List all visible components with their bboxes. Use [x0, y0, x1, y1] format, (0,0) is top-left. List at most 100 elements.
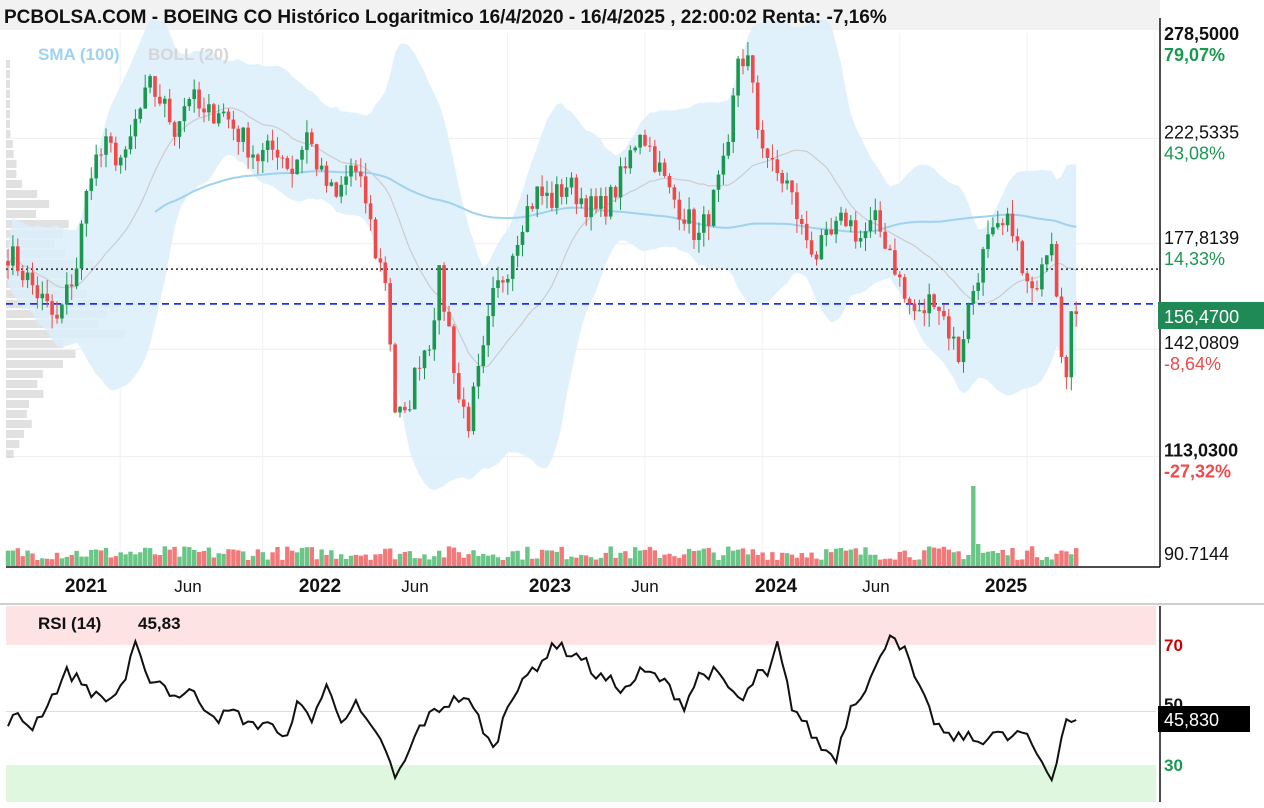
x-tick-label: Jun — [401, 577, 428, 596]
candle-body — [643, 134, 647, 146]
volume-bar — [143, 547, 148, 566]
volume-bar — [123, 554, 128, 566]
volume-bar — [69, 554, 74, 566]
x-tick-label: Jun — [174, 577, 201, 596]
candle-body — [917, 310, 922, 312]
volume-bar — [584, 555, 589, 566]
volume-bar — [525, 546, 530, 566]
candle-body — [153, 76, 157, 97]
candle-body — [702, 214, 706, 233]
rsi-title: RSI (14) — [38, 614, 101, 633]
candle-body — [1049, 244, 1054, 256]
volume-bar — [520, 559, 525, 566]
volume-bar — [1054, 553, 1059, 566]
candle-body — [795, 192, 799, 219]
candle-body — [74, 268, 79, 287]
candle-body — [373, 219, 378, 259]
volume-bar — [598, 557, 604, 566]
candle-body — [118, 157, 123, 166]
candle-body — [236, 128, 241, 142]
x-tick-label: 2023 — [529, 576, 571, 597]
profile-bar — [6, 420, 32, 428]
volume-bar — [226, 549, 231, 566]
volume-bar — [265, 559, 270, 566]
volume-bar — [936, 548, 942, 566]
candle-body — [99, 154, 103, 156]
volume-bar — [892, 559, 898, 566]
volume-bar — [569, 556, 574, 566]
volume-bar — [280, 559, 285, 566]
volume-bar — [559, 546, 564, 566]
profile-bar — [6, 200, 50, 208]
volume-bar — [677, 557, 682, 566]
profile-bar — [6, 370, 43, 378]
volume-bar — [79, 556, 84, 566]
candle-body — [20, 270, 25, 281]
volume-bar — [201, 550, 207, 566]
candle-body — [966, 303, 971, 340]
profile-bar — [6, 220, 69, 228]
volume-bar — [94, 549, 99, 566]
candle-body — [408, 409, 412, 411]
volume-bar — [25, 550, 30, 566]
volume-bar — [878, 559, 883, 566]
candle-body — [711, 189, 716, 226]
candle-body — [40, 293, 45, 299]
candle-body — [461, 399, 466, 407]
candle-body — [604, 195, 608, 217]
candle-body — [241, 127, 245, 142]
candle-body — [648, 145, 652, 147]
volume-bar — [250, 555, 256, 566]
candle-body — [525, 206, 530, 232]
candle-body — [216, 113, 221, 124]
volume-bar — [192, 550, 197, 566]
x-tick-label: 2024 — [755, 576, 798, 597]
volume-bar — [515, 550, 520, 566]
candle-body — [809, 240, 814, 255]
candle-body — [417, 367, 422, 369]
candle-body — [692, 209, 696, 240]
candle-body — [388, 283, 392, 345]
candle-body — [35, 285, 40, 299]
volume-bar — [740, 548, 746, 566]
volume-bar — [873, 554, 878, 566]
candle-body — [300, 149, 304, 160]
volume-bar — [608, 546, 613, 566]
candle-body — [197, 89, 201, 109]
candle-body — [579, 198, 584, 205]
candle-body — [888, 248, 892, 251]
volume-bar — [961, 559, 966, 566]
volume-bar — [397, 553, 403, 566]
volume-bar — [990, 551, 996, 566]
volume-bar — [118, 552, 123, 566]
candle-body — [285, 157, 290, 169]
candle-body — [442, 265, 446, 312]
volume-bar — [535, 558, 540, 566]
candle-body — [755, 82, 760, 130]
volume-bar — [334, 558, 339, 566]
volume-bar — [1069, 554, 1074, 566]
candle-body — [403, 406, 407, 411]
candle-body — [280, 157, 285, 159]
volume-bar — [966, 554, 971, 566]
profile-bar — [6, 110, 10, 118]
profile-bar — [6, 60, 10, 68]
volume-bar — [682, 554, 687, 566]
volume-bar — [824, 549, 829, 566]
candle-body — [726, 141, 731, 156]
volume-bar — [1044, 556, 1049, 566]
candle-body — [628, 150, 633, 169]
profile-bar — [6, 440, 20, 448]
volume-bar — [329, 550, 334, 566]
candle-body — [109, 136, 113, 143]
volume-bar — [927, 546, 932, 566]
candle-body — [187, 99, 192, 107]
chart-title: PCBOLSA.COM - BOEING CO Histórico Logari… — [4, 7, 887, 28]
bollinger-fill — [8, 20, 1077, 491]
volume-bar — [922, 550, 927, 566]
candle-body — [457, 373, 461, 400]
candle-body — [883, 231, 887, 249]
volume-bar — [902, 550, 907, 566]
